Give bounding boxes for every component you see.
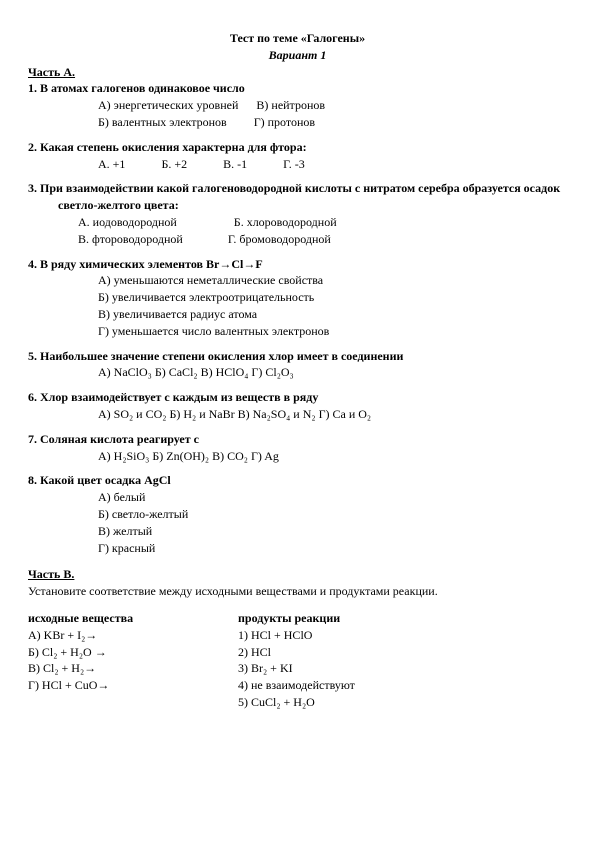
col-left: исходные вещества А) KBr + I₂→ Б) Cl₂ + …	[28, 610, 238, 711]
q5-options: А) NaClO₃ Б) CaCl₂ В) HClO₄ Г) Cl₂O₃	[28, 364, 567, 381]
q8-v: В) желтый	[98, 523, 567, 540]
q6-text: 6. Хлор взаимодействует с каждым из веще…	[28, 389, 567, 406]
col-right: продукты реакции 1) HCl + HClO 2) HCl 3)…	[238, 610, 567, 711]
q3-v: В. фтороводородной	[78, 232, 183, 246]
q1-text: 1. В атомах галогенов одинаковое число	[28, 80, 567, 97]
q4-v: В) увеличивается радиус атома	[98, 306, 567, 323]
q4-g: Г) уменьшается число валентных электроно…	[98, 323, 567, 340]
bL-b: Б) Cl₂ + H₂O →	[28, 644, 238, 661]
q3-l2: светло-желтого цвета:	[28, 197, 567, 214]
q1-b: Б) валентных электронов	[98, 115, 227, 129]
q1-v: В) нейтронов	[256, 98, 325, 112]
q3-l1: 3. При взаимодействии какой галогеноводо…	[28, 180, 567, 197]
document-page: Тест по теме «Галогены» Вариант 1 Часть …	[0, 0, 595, 731]
q3-b: Б. хлороводородной	[234, 215, 337, 229]
q5-text: 5. Наибольшее значение степени окисления…	[28, 348, 567, 365]
q7-options: А) H₂SiO₃ Б) Zn(OH)₂ В) CO₂ Г) Ag	[28, 448, 567, 465]
q8-b: Б) светло-желтый	[98, 506, 567, 523]
q8-g: Г) красный	[98, 540, 567, 557]
q2-text: 2. Какая степень окисления характерна дл…	[28, 139, 567, 156]
q2-a: А. +1	[98, 157, 125, 171]
q2-v: В. -1	[223, 157, 247, 171]
bR-3: 3) Br₂ + KI	[238, 660, 567, 677]
bR-2: 2) HCl	[238, 644, 567, 661]
bR-1: 1) HCl + HClO	[238, 627, 567, 644]
q2-b: Б. +2	[161, 157, 187, 171]
b-head-left: исходные вещества	[28, 610, 238, 627]
part-a-heading: Часть А.	[28, 64, 567, 81]
bR-4: 4) не взаимодействуют	[238, 677, 567, 694]
bL-a: А) KBr + I₂→	[28, 627, 238, 644]
q3-a: А. иодоводородной	[78, 215, 177, 229]
b-head-right: продукты реакции	[238, 610, 567, 627]
q1-options: А) энергетических уровней В) нейтронов Б…	[28, 97, 567, 131]
bL-v: В) Cl₂ + H₂→	[28, 660, 238, 677]
q2-g: Г. -3	[283, 157, 305, 171]
q2-options: А. +1 Б. +2 В. -1 Г. -3	[28, 156, 567, 173]
q3-options: А. иодоводородной Б. хлороводородной В. …	[28, 214, 567, 248]
bL-g: Г) HCl + CuO→	[28, 677, 238, 694]
variant: Вариант 1	[28, 47, 567, 64]
q8-options: А) белый Б) светло-желтый В) желтый Г) к…	[28, 489, 567, 556]
q3-g: Г. бромоводородной	[228, 232, 331, 246]
q4-a: А) уменьшаются неметаллические свойства	[98, 272, 567, 289]
part-b-intro: Установите соответствие между исходными …	[28, 583, 567, 600]
q4-text: 4. В ряду химических элементов Br→Cl→F	[28, 256, 567, 273]
q6-options: А) SO₂ и CO₂ Б) H₂ и NaBr В) Na₂SO₄ и N₂…	[28, 406, 567, 423]
q4-b: Б) увеличивается электроотрицательность	[98, 289, 567, 306]
q1-a: А) энергетических уровней	[98, 98, 238, 112]
q3: 3. При взаимодействии какой галогеноводо…	[28, 180, 567, 247]
q1-g: Г) протонов	[254, 115, 315, 129]
title: Тест по теме «Галогены»	[28, 30, 567, 47]
q8-a: А) белый	[98, 489, 567, 506]
q8-text: 8. Какой цвет осадка AgCl	[28, 472, 567, 489]
q7-text: 7. Соляная кислота реагирует с	[28, 431, 567, 448]
part-b-columns: исходные вещества А) KBr + I₂→ Б) Cl₂ + …	[28, 610, 567, 711]
bR-5: 5) CuCl₂ + H₂O	[238, 694, 567, 711]
q4-options: А) уменьшаются неметаллические свойства …	[28, 272, 567, 339]
part-b-heading: Часть В.	[28, 566, 567, 583]
